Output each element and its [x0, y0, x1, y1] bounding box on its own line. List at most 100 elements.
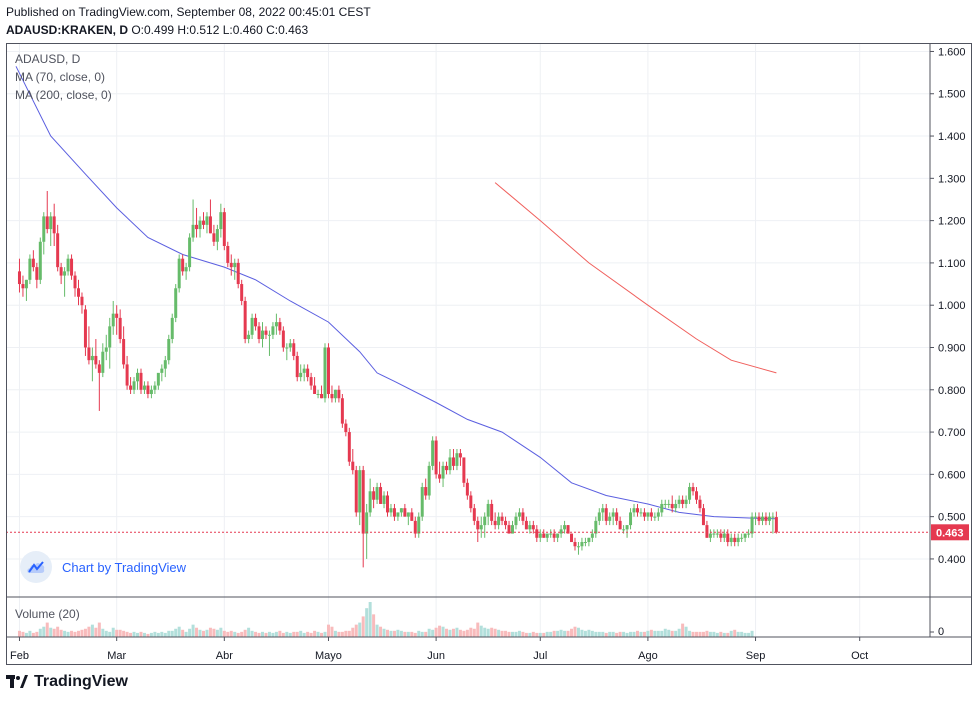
y-tick-label: 1.100	[938, 258, 966, 270]
candle-body	[347, 432, 351, 462]
candle-body	[629, 512, 633, 526]
candle-body	[531, 525, 535, 530]
x-tick-label: Jun	[427, 650, 445, 662]
volume-bar	[184, 631, 188, 637]
volume-bar	[573, 626, 577, 637]
volume-bar	[163, 632, 167, 637]
current-price-text: 0.463	[936, 527, 964, 539]
volume-bar	[205, 629, 209, 637]
candle-body	[500, 516, 504, 521]
candle-body	[417, 516, 421, 534]
candle-body	[590, 533, 594, 538]
volume-tick-label: 0	[938, 626, 944, 638]
ma200-line	[494, 182, 777, 374]
volume-bar	[705, 630, 709, 637]
volume-bar	[451, 628, 455, 637]
tradingview-logo-icon	[6, 675, 28, 688]
candle-body	[549, 533, 553, 535]
volume-bar	[38, 628, 42, 637]
candle-body	[410, 512, 414, 521]
tradingview-watermark[interactable]: Chart by TradingView	[20, 551, 186, 583]
candle-body	[243, 300, 247, 340]
volume-bar	[240, 631, 244, 637]
candle-body	[445, 465, 449, 471]
candle-body	[504, 520, 508, 526]
candle-body	[111, 313, 115, 327]
candle-body	[250, 317, 254, 335]
volume-bar	[646, 630, 650, 637]
candle-body	[125, 364, 129, 386]
candle-body	[368, 491, 372, 513]
x-axis: Feb Mar Abr Mayo Jun Jul Ago Sep Oct	[10, 637, 868, 662]
candle-body	[386, 495, 390, 513]
volume-bar	[170, 630, 174, 637]
volume-bar	[132, 631, 136, 637]
y-tick-label: 1.600	[938, 46, 966, 58]
candle-body	[455, 453, 459, 466]
volume-bar	[656, 630, 660, 637]
candle-body	[59, 267, 63, 276]
volume-bar	[125, 631, 129, 637]
volume-bar	[597, 631, 601, 637]
volume-bar	[750, 630, 754, 637]
candle-body	[691, 487, 695, 492]
candle-body	[139, 372, 143, 390]
x-tick-label: Oct	[851, 650, 868, 662]
volume-bar	[563, 630, 567, 637]
candle-body	[142, 385, 146, 390]
candle-body	[618, 520, 622, 530]
candle-body	[667, 503, 671, 505]
volume-bar	[233, 631, 237, 637]
candle-body	[486, 503, 490, 517]
volume-bar	[580, 629, 584, 637]
volume-bar	[108, 631, 112, 637]
volume-bar	[590, 630, 594, 637]
candle-body	[695, 491, 699, 500]
candle-body	[479, 525, 483, 530]
volume-bar	[583, 630, 587, 637]
chart-frame[interactable]: 1.600 1.500 1.400 1.300 1.200 1.100 1.000 0.900…	[6, 43, 972, 665]
volume-bar	[729, 630, 733, 637]
chart-grid	[6, 43, 930, 637]
volume-bar	[622, 631, 626, 637]
ma200-layer	[494, 182, 777, 374]
candle-body	[517, 512, 521, 517]
volume-bar	[267, 631, 271, 637]
y-tick-label: 0.500	[938, 512, 966, 524]
volume-bar	[382, 628, 386, 637]
y-tick-label: 1.200	[938, 216, 966, 228]
candle-body	[420, 487, 424, 517]
volume-bar	[465, 629, 469, 637]
volume-bar	[254, 631, 258, 637]
candle-body	[236, 262, 240, 285]
x-tick-label: Mar	[107, 650, 126, 662]
candle-body	[73, 275, 77, 289]
candle-body	[736, 537, 740, 543]
volume-bar	[42, 626, 46, 637]
volume-bar	[483, 627, 487, 637]
candle-body	[767, 516, 771, 521]
candle-body	[451, 457, 455, 466]
y-tick-label: 0.400	[938, 554, 966, 566]
volume-bar	[608, 631, 612, 637]
volume-bar	[73, 631, 77, 637]
candle-body	[604, 508, 608, 521]
candle-body	[389, 508, 393, 513]
candle-body	[42, 216, 46, 242]
volume-bar	[285, 631, 289, 637]
x-tick-label: Ago	[638, 650, 658, 662]
footer-brand[interactable]: TradingView	[6, 673, 128, 691]
volume-bar	[83, 628, 87, 637]
candle-body	[465, 482, 469, 496]
candle-body	[441, 465, 445, 479]
volume-bar	[52, 628, 56, 637]
volume-bar	[747, 632, 751, 637]
tradingview-cloud-icon	[20, 551, 52, 583]
volume-bar	[146, 633, 150, 637]
candle-body	[740, 537, 744, 539]
candle-body	[674, 503, 678, 509]
volume-bar	[354, 624, 358, 637]
volume-bar	[344, 630, 348, 637]
candle-body	[309, 377, 313, 386]
volume-bar	[601, 631, 605, 637]
